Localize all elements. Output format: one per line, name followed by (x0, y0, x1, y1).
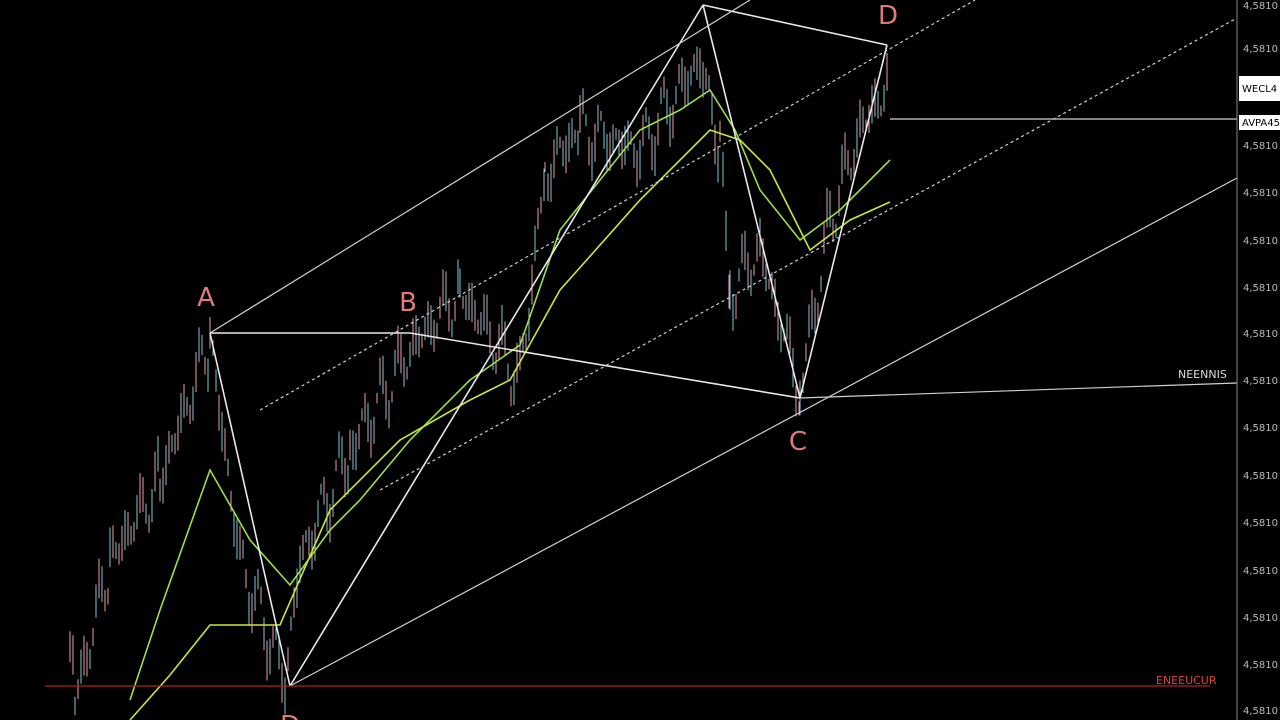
price-axis-label: 4,5810 (1243, 660, 1278, 671)
price-axis-label: 4,5810 (1243, 283, 1278, 294)
level-annotation: NEENNIS (1178, 368, 1227, 381)
price-axis-label: 4,5810 (1243, 236, 1278, 247)
pattern-line (799, 44, 888, 399)
price-axis: 4,5810 4,5810 4,5810 4,5810 4,5810 4,5810 4,58… (1243, 1, 1278, 717)
pattern-line (409, 332, 801, 399)
price-axis-label: 4,5810 (1243, 613, 1278, 624)
price-axis-label: 4,5810 (1243, 141, 1278, 152)
price-axis-label: 4,5810 (1243, 44, 1278, 55)
price-axis-label: 4,5810 (1243, 1, 1278, 12)
price-axis-label: 4,5810 (1243, 566, 1278, 577)
moving-average-slow (129, 129, 891, 720)
point-label: A (197, 283, 215, 313)
point-label: C (789, 427, 807, 457)
pattern-line (209, 332, 291, 687)
price-axis-label: 4,5810 (1243, 188, 1278, 199)
price-tag-box (1239, 76, 1280, 101)
support-annotation: ENEEUCUR (1156, 674, 1217, 687)
channel (209, 0, 1238, 687)
point-label: B (399, 288, 417, 318)
point-label: D (878, 1, 898, 31)
point-label: D (280, 711, 300, 720)
price-axis-label: 4,5810 (1243, 471, 1278, 482)
price-axis-label: 4,5810 (1243, 376, 1278, 387)
level-line (799, 382, 1238, 399)
channel-line (209, 0, 751, 334)
price-tag-box (1239, 115, 1280, 130)
price-axis-label: 4,5810 (1243, 518, 1278, 529)
channel-mid-line (379, 17, 1238, 491)
price-axis-label: 4,5810 (1243, 423, 1278, 434)
price-axis-label: 4,5810 (1243, 329, 1278, 340)
channel-mid-line (259, 0, 976, 411)
pattern-line (289, 4, 704, 687)
price-tag: WECL4 (1242, 84, 1277, 95)
moving-average-fast (129, 88, 891, 701)
pattern-line (702, 4, 888, 46)
pattern-line (702, 4, 801, 399)
channel-line (289, 177, 1238, 687)
price-axis-label: 4,5810 (1243, 706, 1278, 717)
harmonic-pattern (209, 4, 888, 687)
price-tag: AVPA45 (1242, 118, 1280, 129)
